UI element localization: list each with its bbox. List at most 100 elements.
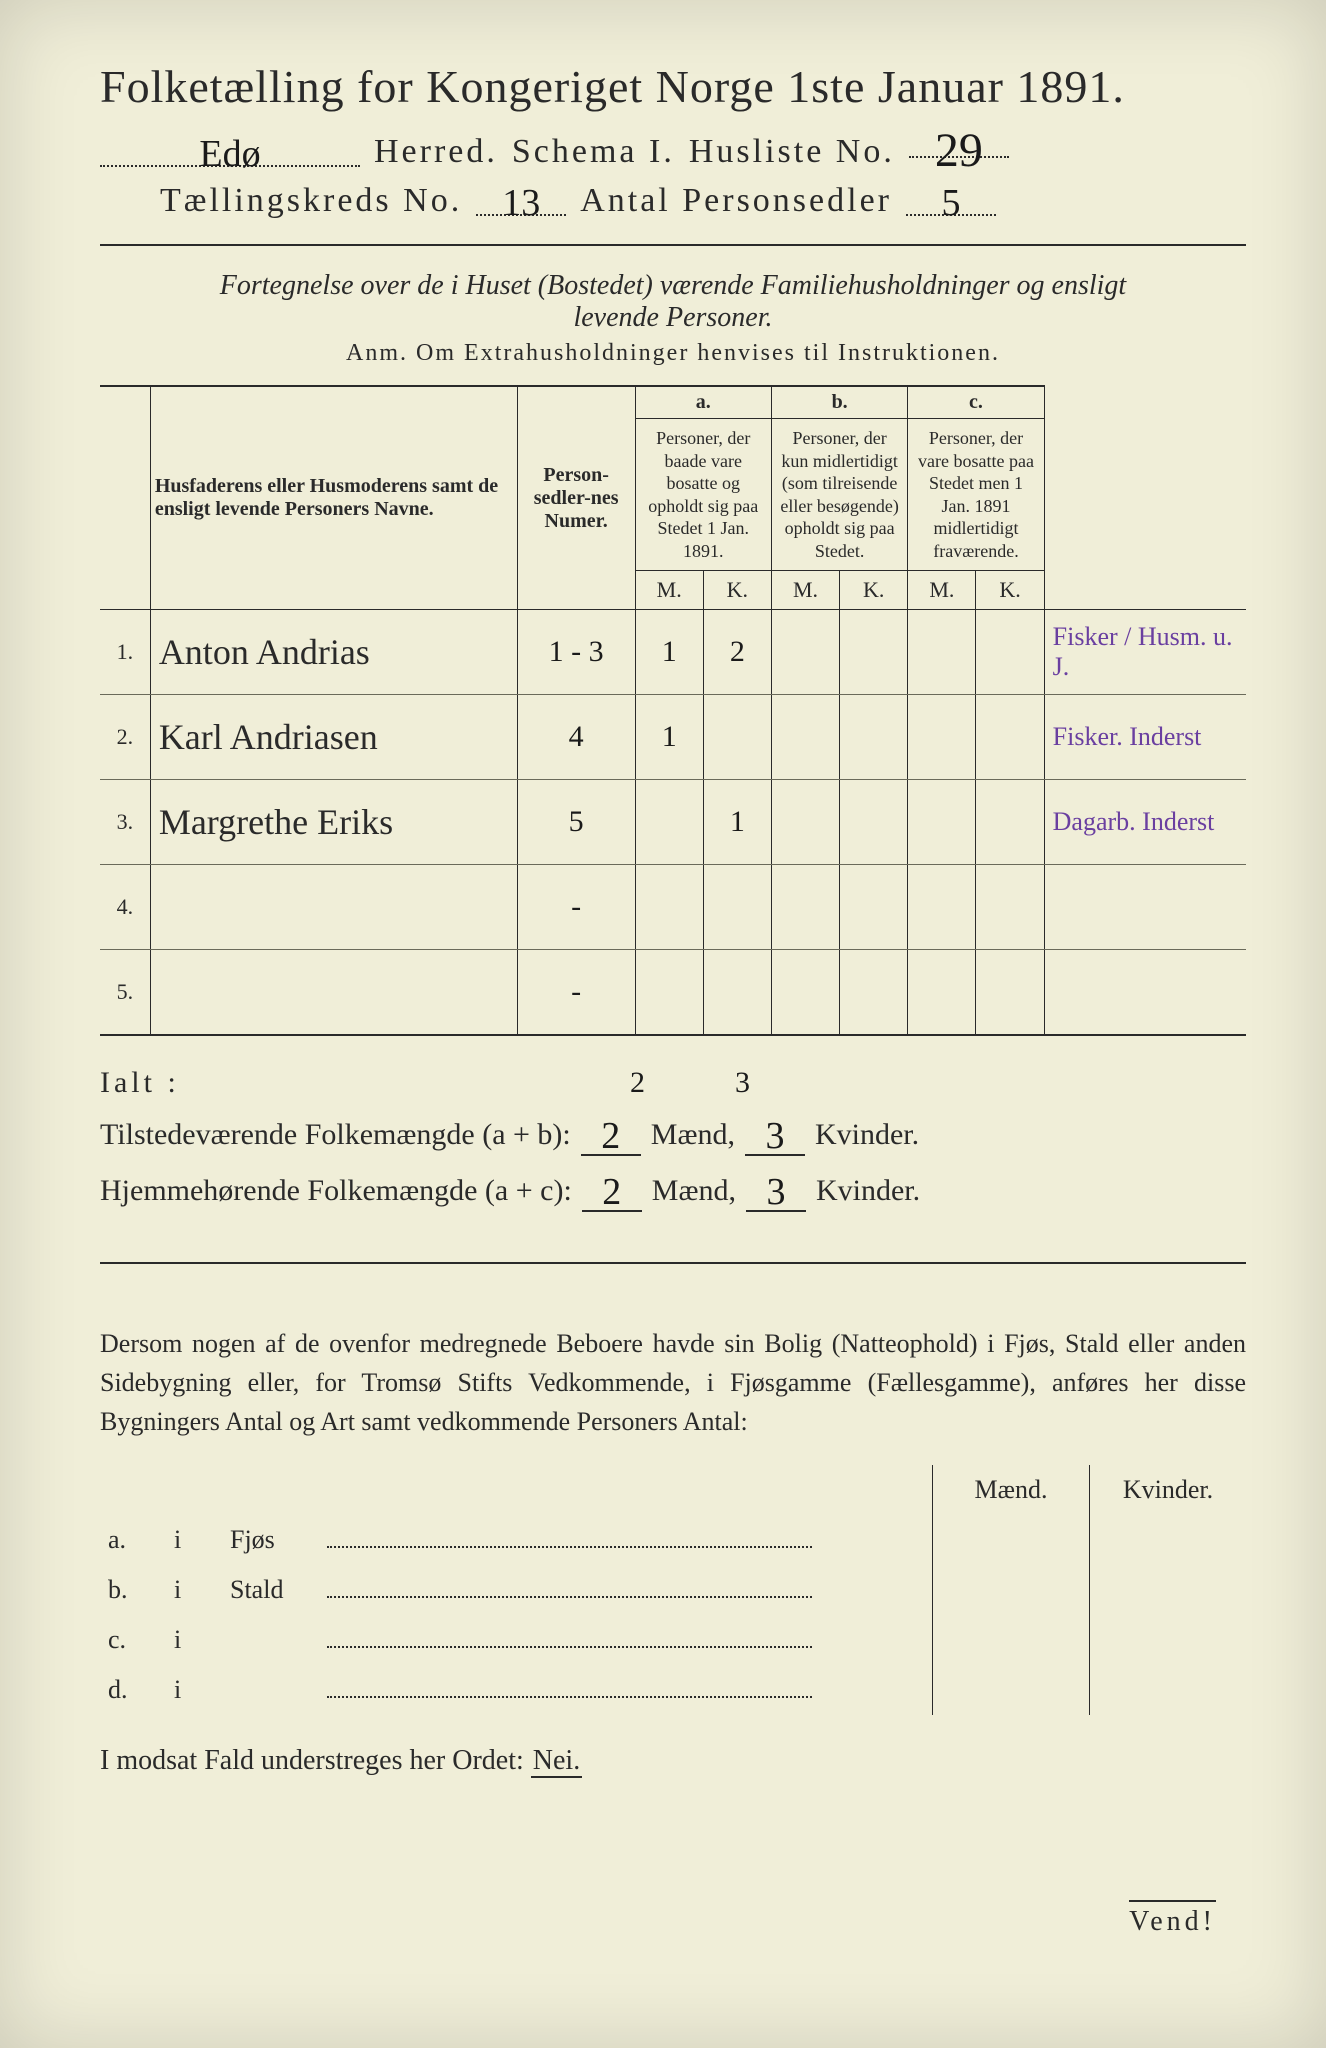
cell-a-m — [635, 950, 703, 1036]
antal-label: Antal Personsedler — [580, 182, 892, 220]
present-label: Tilstedeværende Folkemængde (a + b): — [100, 1118, 571, 1152]
row-number: 3. — [100, 780, 150, 865]
col-a-k: K. — [703, 571, 771, 610]
margin-note — [1044, 865, 1246, 950]
row-number: 2. — [100, 695, 150, 780]
resident-k: 3 — [766, 1171, 785, 1213]
building-label — [222, 1615, 933, 1665]
building-label — [222, 1665, 933, 1715]
row-number: 1. — [100, 610, 150, 695]
person-name: Anton Andrias — [150, 610, 517, 695]
cell-c-m — [908, 780, 976, 865]
building-i: i — [166, 1565, 222, 1615]
divider — [100, 244, 1246, 246]
cell-b-k — [840, 950, 908, 1036]
cell-a-k — [703, 865, 771, 950]
table-row: 5.- — [100, 950, 1246, 1036]
present-m: 2 — [601, 1115, 620, 1157]
building-label: Fjøs — [222, 1515, 933, 1565]
person-name: Karl Andriasen — [150, 695, 517, 780]
col-c-k: K. — [976, 571, 1044, 610]
divider-2 — [100, 1262, 1246, 1264]
cell-b-k — [840, 695, 908, 780]
cell-c-m — [908, 610, 976, 695]
building-key: c. — [100, 1615, 166, 1665]
building-kvinder — [1090, 1615, 1247, 1665]
cell-a-m: 1 — [635, 610, 703, 695]
col-b-desc: Personer, der kun midlertidigt (som tilr… — [771, 419, 907, 571]
table-row: 1.Anton Andrias1 - 312 Fisker / Husm. u. … — [100, 610, 1246, 695]
building-key: d. — [100, 1665, 166, 1715]
cell-a-m: 1 — [635, 695, 703, 780]
vend-label: Vend! — [1129, 1900, 1216, 1938]
building-label: Stald — [222, 1565, 933, 1615]
cell-a-k — [703, 950, 771, 1036]
cell-b-m — [771, 865, 839, 950]
header-line-3: Tællingskreds No. 13 Antal Personsedler … — [160, 177, 1246, 220]
cell-c-k — [976, 695, 1044, 780]
nei-line: I modsat Fald understreges her Ordet: Ne… — [100, 1745, 1246, 1777]
building-kvinder — [1090, 1515, 1247, 1565]
col-a-label: a. — [635, 386, 771, 419]
cell-a-k — [703, 695, 771, 780]
totals-block: Ialt : 2 3 Tilstedeværende Folkemængde (… — [100, 1066, 1246, 1212]
building-kvinder — [1090, 1565, 1247, 1615]
col-a-desc: Personer, der baade vare bosatte og opho… — [635, 419, 771, 571]
table-row: 2.Karl Andriasen41 Fisker. Inderst — [100, 695, 1246, 780]
kvinder-label-1: Kvinder. — [815, 1118, 919, 1152]
person-numer: 5 — [517, 780, 635, 865]
herred-value: Edø — [199, 133, 260, 175]
col-b-m: M. — [771, 571, 839, 610]
kvinder-label-2: Kvinder. — [816, 1174, 920, 1208]
cell-a-m — [635, 865, 703, 950]
person-name — [150, 950, 517, 1036]
buildings-paragraph: Dersom nogen af de ovenfor medregnede Be… — [100, 1324, 1246, 1441]
cell-c-m — [908, 865, 976, 950]
ialt-label: Ialt : — [100, 1066, 450, 1100]
margin-note: Fisker. Inderst — [1044, 695, 1246, 780]
person-name — [150, 865, 517, 950]
page-title: Folketælling for Kongeriget Norge 1ste J… — [100, 60, 1246, 113]
household-table: Husfaderens eller Husmoderens samt de en… — [100, 385, 1246, 1036]
col-c-label: c. — [908, 386, 1044, 419]
building-key: b. — [100, 1565, 166, 1615]
cell-a-k: 2 — [703, 610, 771, 695]
cell-b-m — [771, 780, 839, 865]
person-numer: 4 — [517, 695, 635, 780]
margin-note — [1044, 950, 1246, 1036]
census-form-page: Folketælling for Kongeriget Norge 1ste J… — [0, 0, 1326, 2048]
building-maend — [933, 1565, 1090, 1615]
person-numer: 1 - 3 — [517, 610, 635, 695]
cell-a-m — [635, 780, 703, 865]
building-i: i — [166, 1515, 222, 1565]
col-numer-header: Person-sedler-nes Numer. — [517, 386, 635, 610]
husliste-value: 29 — [935, 124, 983, 177]
cell-b-m — [771, 695, 839, 780]
building-row: c.i — [100, 1615, 1246, 1665]
cell-b-k — [840, 610, 908, 695]
cell-b-m — [771, 950, 839, 1036]
build-maend-header: Mænd. — [933, 1465, 1090, 1515]
col-names-header: Husfaderens eller Husmoderens samt de en… — [150, 386, 517, 610]
resident-label: Hjemmehørende Folkemængde (a + c): — [100, 1174, 572, 1208]
row-number: 5. — [100, 950, 150, 1036]
building-i: i — [166, 1615, 222, 1665]
resident-m: 2 — [602, 1171, 621, 1213]
margin-note: Fisker / Husm. u. J. — [1044, 610, 1246, 695]
building-maend — [933, 1615, 1090, 1665]
form-subtitle: Fortegnelse over de i Huset (Bostedet) v… — [180, 270, 1166, 334]
col-b-label: b. — [771, 386, 907, 419]
form-anm: Anm. Om Extrahusholdninger henvises til … — [100, 340, 1246, 367]
ialt-m: 2 — [630, 1066, 645, 1100]
kreds-label: Tællingskreds No. — [160, 182, 462, 220]
kreds-value: 13 — [502, 182, 540, 224]
cell-c-m — [908, 950, 976, 1036]
col-b-k: K. — [840, 571, 908, 610]
cell-c-k — [976, 865, 1044, 950]
table-row: 4.- — [100, 865, 1246, 950]
buildings-table: Mænd. Kvinder. a.iFjøs b.iStald c.i d.i — [100, 1465, 1246, 1715]
building-row: d.i — [100, 1665, 1246, 1715]
col-c-m: M. — [908, 571, 976, 610]
cell-c-k — [976, 610, 1044, 695]
husliste-label: Husliste No. — [689, 133, 895, 171]
